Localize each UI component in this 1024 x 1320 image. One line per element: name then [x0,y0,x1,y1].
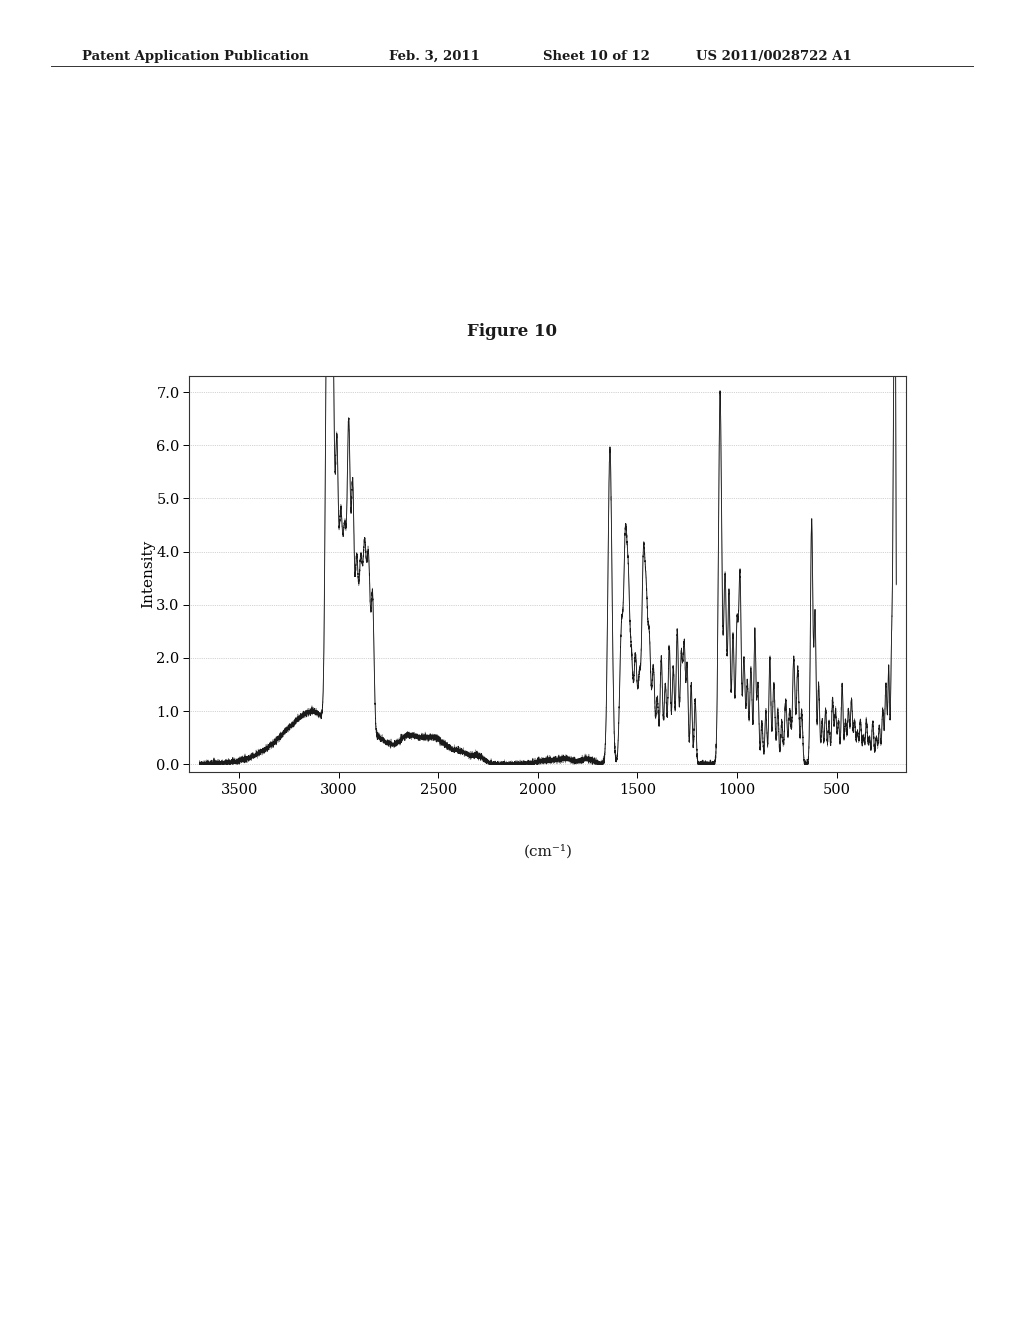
Text: Sheet 10 of 12: Sheet 10 of 12 [543,50,649,63]
Text: Feb. 3, 2011: Feb. 3, 2011 [389,50,480,63]
Y-axis label: Intensity: Intensity [141,540,155,609]
Text: US 2011/0028722 A1: US 2011/0028722 A1 [696,50,852,63]
Text: Patent Application Publication: Patent Application Publication [82,50,308,63]
Text: (cm⁻¹): (cm⁻¹) [523,845,572,859]
Text: Figure 10: Figure 10 [467,323,557,341]
